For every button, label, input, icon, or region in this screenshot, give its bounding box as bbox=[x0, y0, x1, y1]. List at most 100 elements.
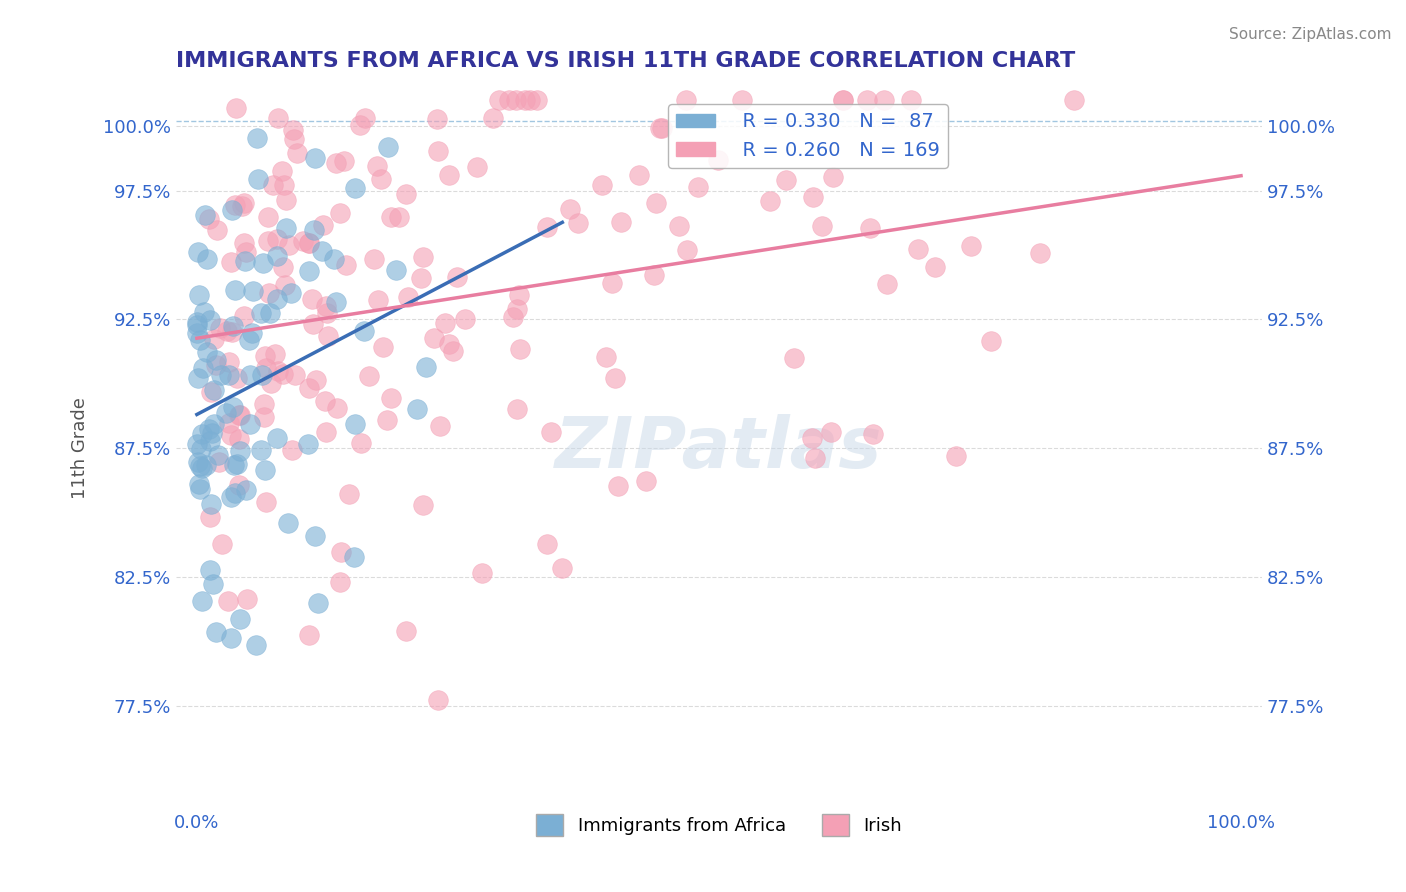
Irish bbox=[349, 119, 371, 133]
Immigrants from Africa bbox=[193, 209, 215, 223]
Immigrants from Africa bbox=[238, 333, 260, 347]
Irish bbox=[426, 112, 449, 127]
Irish bbox=[858, 220, 880, 235]
Immigrants from Africa bbox=[198, 313, 221, 327]
Irish bbox=[200, 384, 222, 399]
Immigrants from Africa bbox=[240, 326, 263, 340]
Irish bbox=[253, 349, 276, 363]
Immigrants from Africa bbox=[377, 140, 399, 154]
Immigrants from Africa bbox=[384, 263, 406, 277]
Irish bbox=[439, 168, 461, 182]
Immigrants from Africa bbox=[198, 422, 221, 436]
Immigrants from Africa bbox=[188, 477, 211, 491]
Irish bbox=[198, 211, 221, 226]
Irish bbox=[1028, 246, 1050, 260]
Irish bbox=[945, 449, 967, 463]
Immigrants from Africa bbox=[250, 368, 273, 383]
Immigrants from Africa bbox=[224, 284, 246, 298]
Immigrants from Africa bbox=[191, 461, 214, 475]
Immigrants from Africa bbox=[205, 624, 228, 639]
Irish bbox=[1063, 94, 1085, 108]
Immigrants from Africa bbox=[254, 463, 277, 477]
Irish bbox=[437, 336, 460, 351]
Irish bbox=[271, 367, 294, 381]
Irish bbox=[731, 94, 754, 108]
Irish bbox=[502, 310, 524, 324]
Immigrants from Africa bbox=[221, 318, 243, 333]
Irish bbox=[648, 121, 671, 136]
Irish bbox=[278, 238, 301, 252]
Immigrants from Africa bbox=[343, 549, 366, 564]
Irish bbox=[820, 425, 842, 440]
Immigrants from Africa bbox=[195, 345, 218, 359]
Immigrants from Africa bbox=[190, 442, 212, 456]
Immigrants from Africa bbox=[221, 631, 243, 645]
Irish bbox=[804, 450, 827, 465]
Legend: Immigrants from Africa, Irish: Immigrants from Africa, Irish bbox=[529, 807, 910, 844]
Immigrants from Africa bbox=[186, 436, 208, 450]
Irish bbox=[782, 351, 804, 366]
Immigrants from Africa bbox=[201, 576, 224, 591]
Irish bbox=[225, 101, 247, 115]
Irish bbox=[333, 153, 356, 168]
Irish bbox=[254, 495, 277, 509]
Immigrants from Africa bbox=[194, 458, 217, 473]
Irish bbox=[526, 94, 548, 108]
Irish bbox=[273, 178, 295, 193]
Irish bbox=[668, 219, 690, 234]
Irish bbox=[446, 270, 468, 285]
Irish bbox=[315, 425, 337, 439]
Irish bbox=[508, 287, 530, 301]
Irish bbox=[536, 219, 558, 234]
Immigrants from Africa bbox=[344, 181, 367, 195]
Irish bbox=[471, 566, 494, 581]
Irish bbox=[337, 487, 360, 501]
Immigrants from Africa bbox=[188, 482, 211, 496]
Immigrants from Africa bbox=[277, 516, 299, 530]
Irish bbox=[305, 373, 328, 387]
Irish bbox=[873, 94, 896, 108]
Irish bbox=[412, 499, 434, 513]
Immigrants from Africa bbox=[259, 306, 281, 320]
Irish bbox=[198, 509, 221, 524]
Immigrants from Africa bbox=[221, 203, 243, 218]
Irish bbox=[231, 199, 253, 213]
Irish bbox=[465, 160, 488, 174]
Irish bbox=[264, 347, 287, 361]
Irish bbox=[297, 381, 319, 395]
Irish bbox=[610, 215, 633, 229]
Irish bbox=[232, 196, 254, 211]
Irish bbox=[211, 537, 233, 551]
Irish bbox=[558, 202, 581, 216]
Irish bbox=[800, 431, 823, 445]
Irish bbox=[429, 418, 451, 433]
Irish bbox=[505, 94, 527, 108]
Immigrants from Africa bbox=[242, 285, 264, 299]
Irish bbox=[551, 560, 574, 574]
Immigrants from Africa bbox=[224, 486, 246, 500]
Irish bbox=[218, 355, 240, 369]
Irish bbox=[270, 163, 292, 178]
Irish bbox=[267, 364, 290, 378]
Immigrants from Africa bbox=[415, 359, 437, 374]
Immigrants from Africa bbox=[304, 151, 326, 165]
Irish bbox=[388, 210, 411, 224]
Irish bbox=[335, 258, 357, 272]
Irish bbox=[513, 94, 536, 108]
Irish bbox=[823, 170, 845, 185]
Irish bbox=[235, 244, 257, 259]
Irish bbox=[228, 408, 250, 422]
Y-axis label: 11th Grade: 11th Grade bbox=[72, 398, 89, 500]
Irish bbox=[856, 94, 879, 108]
Irish bbox=[441, 344, 464, 359]
Irish bbox=[224, 198, 246, 212]
Immigrants from Africa bbox=[191, 426, 214, 441]
Irish bbox=[314, 393, 336, 408]
Irish bbox=[329, 545, 352, 559]
Immigrants from Africa bbox=[200, 434, 222, 448]
Irish bbox=[811, 219, 834, 233]
Immigrants from Africa bbox=[188, 459, 211, 474]
Irish bbox=[257, 210, 280, 224]
Irish bbox=[329, 205, 352, 219]
Irish bbox=[427, 144, 450, 158]
